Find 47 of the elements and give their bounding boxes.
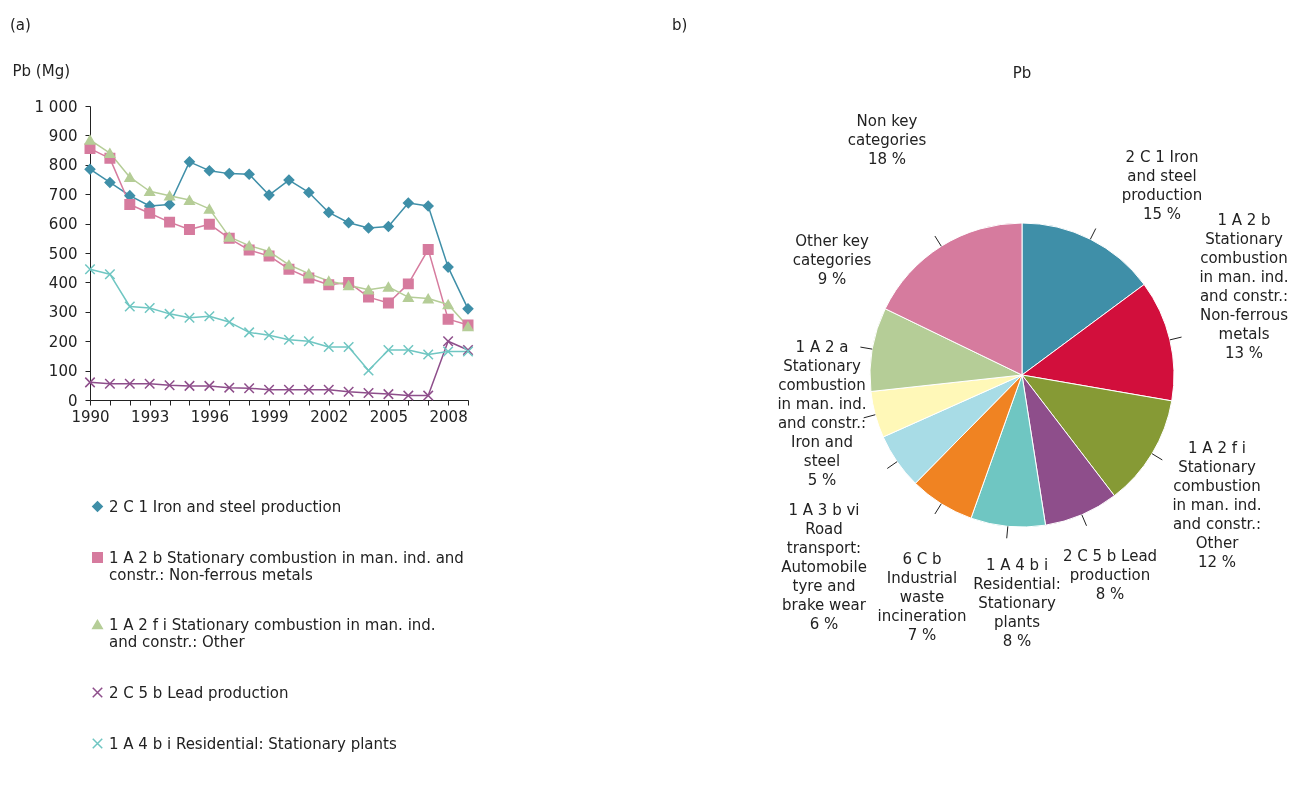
data-label: 6 %: [809, 615, 839, 633]
data-label: 15 %: [1142, 204, 1182, 223]
x-tick-label: 2008: [429, 407, 468, 426]
x-tick-label: 2005: [369, 407, 409, 426]
y-tick-label: 600: [48, 215, 78, 234]
data-label: 9 %: [817, 270, 847, 288]
y-tick-label: 800: [48, 156, 78, 175]
y-tick-label: 200: [48, 332, 78, 351]
x-tick-label: 1996: [190, 407, 229, 426]
y-tick-label: 0: [67, 391, 78, 410]
y-axis-title: Pb (Mg): [12, 61, 71, 80]
y-tick-label: 300: [48, 303, 78, 322]
y-tick-label: 900: [48, 126, 78, 145]
slice-label: 2 C 1 Iron and steel production: [1121, 147, 1203, 204]
data-label: 7 %: [907, 626, 937, 644]
data-label: 8 %: [1002, 632, 1032, 650]
x-tick-label: 2002: [310, 407, 349, 426]
chart-title: (a): [10, 16, 31, 34]
slice-label: 1 A 2 f i Stationary combustion in man. ind. and constr.: Other: [1172, 439, 1262, 552]
slice-label: 1 A 4 b i Residential: Stationary plants: [973, 556, 1061, 631]
data-label: 18 %: [867, 150, 907, 168]
text: b): [672, 16, 688, 34]
legend-label: 2 C 1 Iron and steel production: [109, 497, 342, 516]
x-tick-label: 1999: [250, 407, 289, 426]
y-tick-label: 400: [48, 273, 78, 292]
legend-label: 1 A 4 b i Residential: Stationary plants: [109, 734, 397, 753]
slice-label: 6 C b Industrial waste incineration: [877, 550, 967, 625]
data-label: 12 %: [1197, 553, 1237, 571]
slice-label: 1 A 2 b Stationary combustion in man. ind. and constr.: Non-ferrous metals: [1199, 210, 1289, 343]
slice-label: Non key categories: [847, 112, 927, 149]
y-tick-label: 700: [48, 185, 78, 204]
chart-title: Pb: [1012, 64, 1032, 82]
y-tick-label: 100: [48, 362, 78, 381]
y-tick-label: 500: [48, 244, 78, 263]
slice-label: 1 A 2 a Stationary combustion in man. ind. and constr.: Iron and steel: [777, 337, 867, 470]
legend-label: 1 A 2 f i Stationary combustion in man. ind. and constr.: Other: [109, 615, 436, 651]
y-tick-label: 1 000: [34, 97, 78, 116]
data-label: 8 %: [1095, 585, 1125, 603]
legend-label: 2 C 5 b Lead production: [109, 683, 289, 702]
slice-label: 2 C 5 b Lead production: [1062, 547, 1158, 584]
slice-label: 1 A 3 b vi Road transport: Automobile tyre and brake wear: [781, 501, 867, 614]
x-tick-label: 1990: [71, 407, 110, 426]
data-label: 13 %: [1224, 343, 1264, 362]
legend-label: 1 A 2 b Stationary combustion in man. ind. and constr.: Non-ferrous metals: [109, 548, 464, 584]
slice-label: Other key categories: [792, 232, 872, 269]
x-tick-label: 1993: [131, 407, 170, 426]
data-label: 5 %: [807, 470, 837, 489]
